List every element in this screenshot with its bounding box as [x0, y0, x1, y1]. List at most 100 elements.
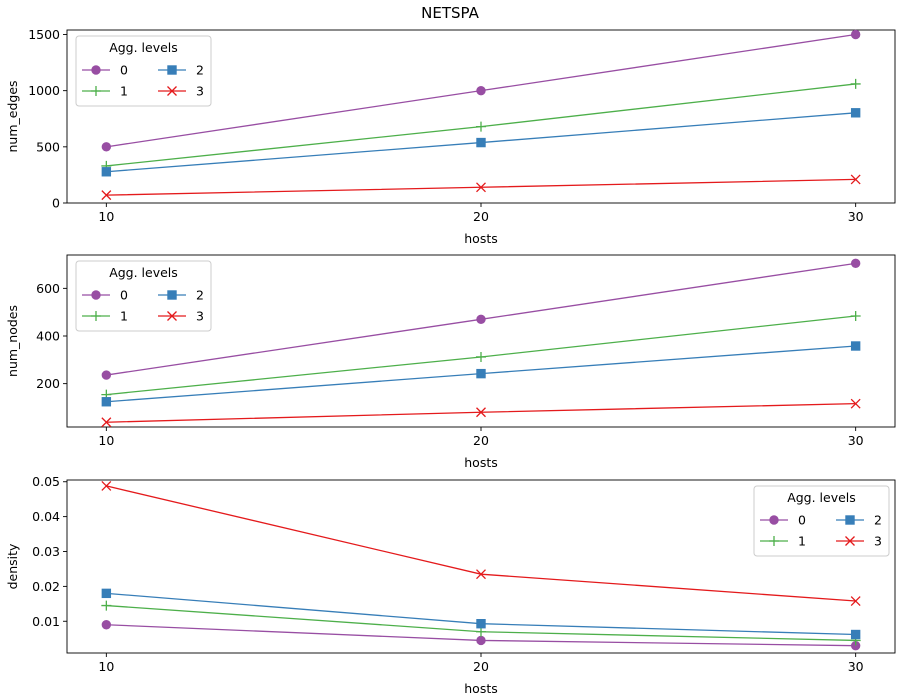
legend-marker	[769, 515, 779, 525]
x-tick-label: 30	[848, 209, 864, 224]
data-point	[850, 341, 861, 351]
y-tick-label: 0.02	[32, 579, 60, 594]
legend-label: 3	[196, 84, 204, 99]
y-tick-label: 0.03	[32, 544, 60, 559]
x-tick-label: 10	[98, 659, 114, 674]
series-1	[101, 310, 861, 400]
data-point	[101, 167, 112, 177]
data-point	[850, 108, 861, 118]
legend-label: 2	[196, 288, 204, 303]
data-point	[101, 190, 112, 201]
legend-label: 2	[196, 63, 204, 78]
data-point	[476, 368, 486, 379]
legend-label: 0	[120, 63, 128, 78]
data-point	[101, 370, 112, 380]
series-0	[101, 258, 861, 380]
data-point	[476, 635, 486, 646]
legend-entry: 2	[158, 63, 204, 78]
chart-panel: 10 20 300.010.020.030.040.05hostsdensityAg…	[5, 474, 896, 696]
y-tick-label: 0.05	[32, 474, 60, 489]
data-point	[476, 407, 486, 418]
legend-entry: 3	[158, 309, 204, 324]
legend-entry: 0	[82, 288, 128, 303]
data-point	[850, 596, 861, 606]
legend-title: Agg. levels	[787, 490, 856, 505]
x-tick-label: 10	[98, 209, 114, 224]
legend-marker	[845, 515, 855, 525]
legend-label: 0	[798, 513, 806, 528]
data-point	[101, 397, 112, 407]
x-tick-label: 30	[848, 659, 864, 674]
legend-label: 3	[196, 309, 204, 324]
legend-title: Agg. levels	[109, 40, 178, 55]
legend-marker	[91, 311, 101, 321]
legend-entry: 3	[158, 84, 204, 99]
x-axis-label: hosts	[464, 681, 498, 696]
legend: Agg. levels 0 1 2 3	[753, 485, 890, 557]
data-point	[476, 314, 486, 325]
y-tick-label: 1000	[28, 83, 60, 98]
legend-box	[75, 260, 212, 332]
y-tick-label: 200	[36, 376, 60, 391]
legend-label: 3	[874, 534, 882, 549]
data-point	[850, 174, 861, 185]
data-point	[101, 588, 112, 599]
legend-box	[75, 35, 212, 107]
series-0	[101, 29, 861, 152]
data-point	[476, 85, 486, 96]
legend-entry: 0	[82, 63, 128, 78]
legend-label: 2	[874, 513, 882, 528]
x-tick-label: 20	[473, 433, 489, 448]
x-tick-label: 30	[848, 433, 864, 448]
data-point	[101, 142, 112, 152]
x-tick-label: 20	[473, 659, 489, 674]
y-tick-label: 500	[36, 139, 60, 154]
legend-entry: 0	[760, 513, 806, 528]
legend-entry: 3	[836, 534, 882, 549]
legend-marker	[167, 290, 177, 300]
legend-entry: 2	[158, 288, 204, 303]
data-point	[101, 620, 112, 630]
data-point	[850, 629, 861, 640]
legend-title: Agg. levels	[109, 265, 178, 280]
legend-marker	[91, 290, 101, 300]
series-3	[101, 398, 861, 428]
legend-label: 1	[120, 84, 128, 99]
y-tick-label: 1500	[28, 27, 60, 42]
series-1	[101, 78, 861, 171]
x-axis-label: hosts	[464, 455, 498, 470]
data-point	[850, 310, 861, 321]
legend-entry: 1	[760, 534, 806, 549]
y-tick-label: 0	[52, 196, 60, 211]
y-axis-label: num_nodes	[5, 305, 20, 377]
data-point	[101, 480, 112, 491]
legend: Agg. levels 0 1 2 3	[75, 260, 212, 332]
legend-label: 0	[120, 288, 128, 303]
legend-label: 1	[120, 309, 128, 324]
x-tick-label: 20	[473, 209, 489, 224]
data-point	[476, 569, 486, 580]
series-3	[101, 174, 861, 201]
legend-label: 1	[798, 534, 806, 549]
legend-marker	[167, 86, 177, 96]
y-tick-label: 600	[36, 281, 60, 296]
data-point	[476, 351, 486, 362]
legend-box	[753, 485, 890, 557]
y-tick-label: 0.01	[32, 614, 60, 629]
y-tick-label: 0.04	[32, 509, 60, 524]
series-2	[101, 588, 861, 640]
y-axis-label: num_edges	[5, 80, 20, 152]
series-2	[101, 108, 861, 177]
series-0	[101, 620, 861, 651]
legend-entry: 1	[82, 309, 128, 324]
legend-entry: 2	[836, 513, 882, 528]
data-point	[850, 398, 861, 409]
legend-marker	[167, 65, 177, 75]
x-axis-label: hosts	[464, 231, 498, 246]
data-point	[101, 600, 112, 611]
legend: Agg. levels 0 1 2 3	[75, 35, 212, 107]
